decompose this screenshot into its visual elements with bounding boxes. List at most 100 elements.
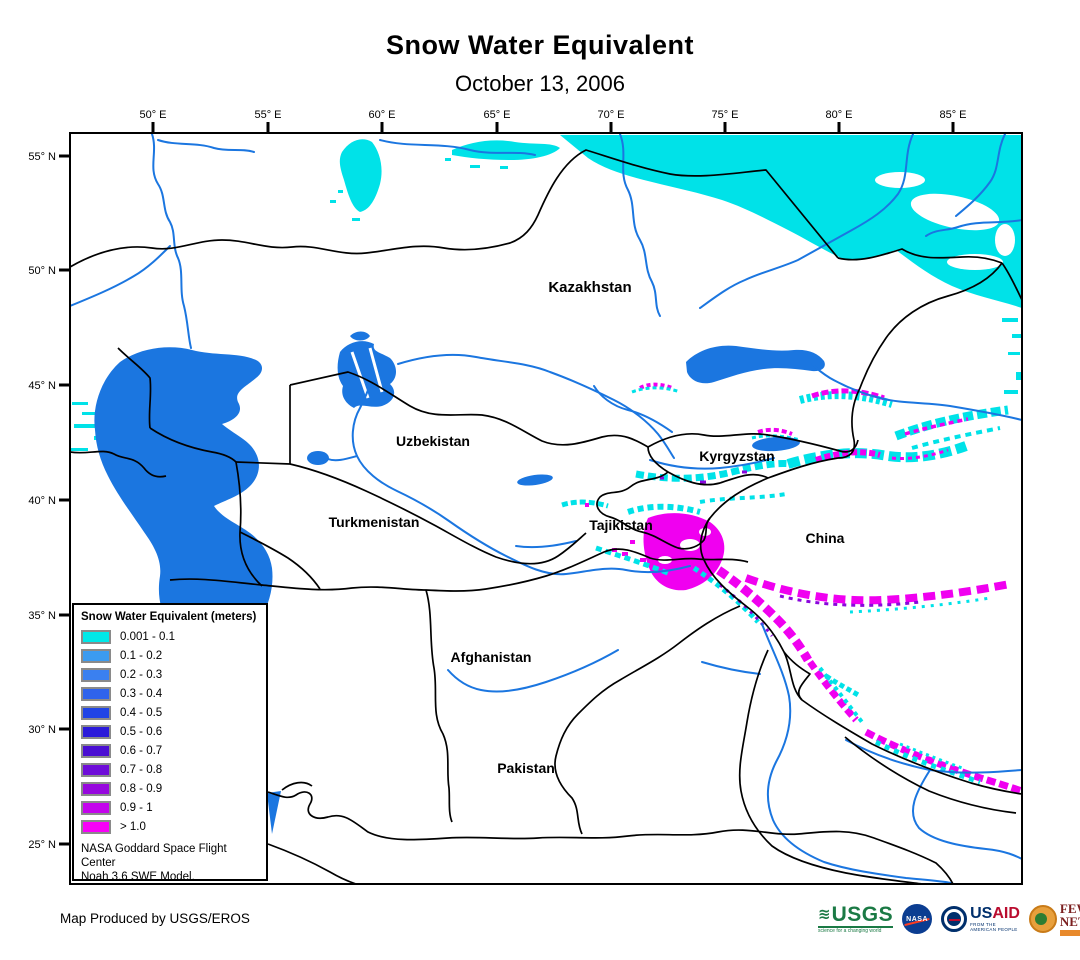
credit-text: Map Produced by USGS/EROS (60, 911, 250, 926)
lat-label: 45° N (28, 380, 56, 392)
lat-label: 40° N (28, 495, 56, 507)
lat-tick (59, 268, 70, 272)
lat-tick (59, 154, 70, 158)
country-label-afghanistan: Afghanistan (451, 649, 532, 665)
lon-label: 70° E (597, 109, 624, 121)
lat-tick (59, 613, 70, 617)
lon-label: 75° E (711, 109, 738, 121)
legend-swatch (81, 686, 111, 701)
country-label-kyrgyzstan: Kyrgyzstan (699, 448, 774, 464)
legend-swatch (81, 629, 111, 644)
lat-tick (59, 842, 70, 846)
legend-range-label: 0.6 - 0.7 (120, 744, 163, 757)
legend-swatch (81, 724, 111, 739)
legend-note-line1: NASA Goddard Space Flight Center (81, 843, 227, 869)
lon-label: 80° E (825, 109, 852, 121)
issyk-kul (752, 436, 800, 452)
lat-label: 30° N (28, 724, 56, 736)
snow-mountain-layer (561, 382, 1022, 795)
legend-range-label: 0.001 - 0.1 (120, 630, 175, 643)
legend-range-label: 0.4 - 0.5 (120, 706, 163, 719)
hormuz-water (267, 791, 281, 834)
legend-range-label: 0.1 - 0.2 (120, 649, 163, 662)
lon-tick (837, 122, 841, 133)
legend-range-label: 0.5 - 0.6 (120, 725, 163, 738)
lon-tick (151, 122, 155, 133)
lon-tick (951, 122, 955, 133)
snow-holes (875, 172, 1015, 270)
lat-tick (59, 727, 70, 731)
usaid-seal-icon (941, 906, 968, 932)
usgs-logo: ≋ USGS science for a changing world (818, 903, 894, 934)
legend-range-label: 0.7 - 0.8 (120, 763, 163, 776)
usaid-tagline: FROM THE AMERICAN PEOPLE (970, 922, 1018, 932)
page-title: Snow Water Equivalent (385, 30, 695, 60)
lat-tick (59, 383, 70, 387)
legend-box: Snow Water Equivalent (meters) 0.001 - 0… (72, 603, 268, 884)
legend-range-label: > 1.0 (120, 820, 146, 833)
legend-row: 0.6 - 0.7 (81, 741, 259, 760)
country-label-china: China (806, 530, 845, 546)
lat-label: 25° N (28, 839, 56, 851)
legend-row: 0.8 - 0.9 (81, 779, 259, 798)
legend-row: 0.2 - 0.3 (81, 665, 259, 684)
lon-tick (723, 122, 727, 133)
usaid-wordmark: USAID (970, 905, 1020, 922)
country-labels: Kazakhstan Uzbekistan Turkmenistan Kyrgyzst… (329, 279, 845, 776)
aral-dry-stripes (350, 347, 384, 399)
legend-row: 0.9 - 1 (81, 798, 259, 817)
legend-swatch (81, 762, 111, 777)
lat-label: 55° N (28, 151, 56, 163)
legend-note-line2: Noah 3.6 SWE Model. (81, 870, 195, 883)
lon-tick (495, 122, 499, 133)
caspian-sea (94, 347, 273, 649)
borders-layer (70, 149, 1022, 884)
usgs-wordmark: USGS (831, 903, 894, 926)
legend-swatch (81, 800, 111, 815)
legend-swatch (81, 648, 111, 663)
country-label-pakistan: Pakistan (497, 760, 555, 776)
legend-title: Snow Water Equivalent (meters) (81, 611, 257, 623)
lon-label: 50° E (139, 109, 166, 121)
lake-balkhash (686, 345, 825, 384)
legend-row: 0.4 - 0.5 (81, 703, 259, 722)
lon-label: 85° E (939, 109, 966, 121)
fewsnet-bar (1059, 930, 1080, 936)
nasa-logo: NASA (902, 904, 933, 934)
legend-row: 0.3 - 0.4 (81, 684, 259, 703)
logo-row: ≋ USGS science for a changing world NASA… (818, 899, 1080, 939)
fewsnet-wordmark: FEWS NET (1059, 901, 1080, 929)
legend-row: 0.5 - 0.6 (81, 722, 259, 741)
legend-range-label: 0.2 - 0.3 (120, 668, 163, 681)
usgs-wave-icon: ≋ (818, 906, 831, 923)
legend-swatch (81, 743, 111, 758)
lon-label: 55° E (254, 109, 281, 121)
legend-swatch (81, 667, 111, 682)
lon-tick (609, 122, 613, 133)
legend-swatch (81, 781, 111, 796)
fewsnet-globe-icon (1028, 905, 1057, 933)
country-label-turkmenistan: Turkmenistan (329, 514, 420, 530)
sarygamysh-lake (307, 451, 329, 465)
aydar-lake (517, 474, 553, 486)
usgs-tagline: science for a changing world (818, 926, 894, 934)
legend-swatch (81, 705, 111, 720)
legend-range-label: 0.9 - 1 (120, 801, 153, 814)
legend-note: NASA Goddard Space Flight Center Noah 3.… (81, 843, 259, 884)
lon-tick (380, 122, 384, 133)
fewsnet-logo: FEWS NET (1028, 901, 1080, 936)
legend-rows: 0.001 - 0.1 0.1 - 0.2 0.2 - 0.3 0.3 - 0.4 0.… (81, 627, 259, 836)
country-label-tajikistan: Tajikistan (589, 517, 653, 533)
country-label-kazakhstan: Kazakhstan (548, 279, 631, 296)
country-label-uzbekistan: Uzbekistan (396, 433, 470, 449)
lon-tick (266, 122, 270, 133)
lat-tick (59, 498, 70, 502)
lon-label: 60° E (368, 109, 395, 121)
legend-range-label: 0.8 - 0.9 (120, 782, 163, 795)
map-frame (69, 132, 1023, 885)
legend-row: 0.001 - 0.1 (81, 627, 259, 646)
legend-swatch (81, 819, 111, 834)
nasa-wordmark: NASA (906, 915, 929, 923)
